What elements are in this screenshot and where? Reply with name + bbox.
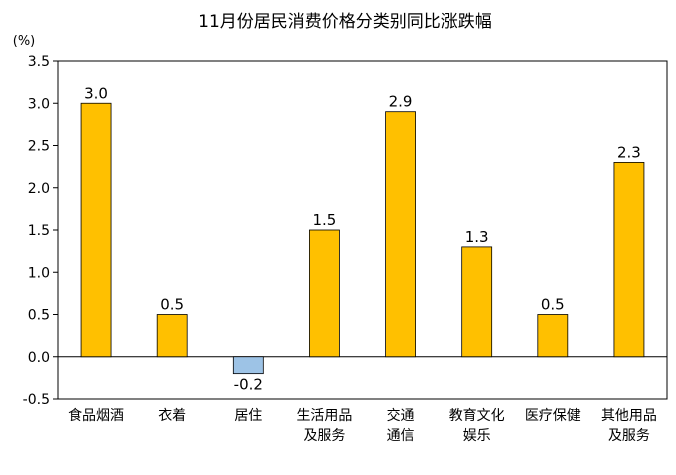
x-tick-label: 及服务 bbox=[303, 428, 345, 444]
x-tick-label: 其他用品 bbox=[601, 408, 657, 424]
x-tick-label: 医疗保健 bbox=[525, 408, 581, 424]
x-tick-label: 交通 bbox=[387, 407, 415, 424]
x-tick-label: 生活用品 bbox=[296, 408, 352, 424]
y-tick-label: 2.5 bbox=[28, 139, 50, 155]
bar bbox=[156, 314, 188, 358]
bar bbox=[309, 229, 340, 358]
y-tick-label: 2.0 bbox=[28, 181, 50, 197]
y-tick-label: 0.0 bbox=[28, 350, 50, 366]
data-label: 2.9 bbox=[389, 93, 413, 111]
x-tick-label: 通信 bbox=[387, 428, 415, 444]
y-tick-label: 3.0 bbox=[28, 96, 50, 112]
y-axis: 3.5 3.0 2.5 2.0 1.5 1.0 0.5 0.0 -0.5 bbox=[23, 54, 58, 408]
data-label: 2.3 bbox=[617, 143, 641, 161]
bar bbox=[537, 314, 569, 358]
y-tick-label: -0.5 bbox=[23, 392, 50, 408]
data-label: 3.0 bbox=[84, 84, 108, 102]
x-tick-label: 娱乐 bbox=[463, 428, 491, 444]
bar bbox=[461, 246, 493, 358]
y-axis-unit: (%) bbox=[13, 34, 36, 49]
bar bbox=[232, 356, 264, 375]
bar bbox=[613, 161, 645, 358]
x-tick-label: 居住 bbox=[234, 408, 262, 424]
x-tick-label: 教育文化 bbox=[449, 408, 505, 424]
x-tick-label: 衣着 bbox=[158, 408, 186, 424]
y-tick-label: 3.5 bbox=[28, 54, 50, 70]
y-tick-label: 1.0 bbox=[28, 265, 50, 281]
bar bbox=[385, 111, 416, 358]
bar bbox=[80, 102, 112, 358]
data-label: -0.2 bbox=[234, 376, 263, 394]
data-label: 1.5 bbox=[313, 211, 337, 229]
data-label: 1.3 bbox=[465, 228, 489, 246]
y-tick-label: 0.5 bbox=[28, 308, 50, 324]
x-tick-label: 及服务 bbox=[608, 428, 650, 444]
data-label: 0.5 bbox=[160, 296, 184, 314]
chart-title: 11月份居民消费价格分类别同比涨跌幅 bbox=[198, 12, 492, 32]
x-tick-label: 食品烟酒 bbox=[68, 407, 124, 424]
y-tick-label: 1.5 bbox=[28, 223, 50, 239]
bar-series: 3.0 0.5 -0.2 1.5 2.9 1.3 0.5 2.3 bbox=[80, 84, 645, 394]
plot-area-frame bbox=[57, 60, 668, 400]
data-label: 0.5 bbox=[541, 296, 565, 314]
